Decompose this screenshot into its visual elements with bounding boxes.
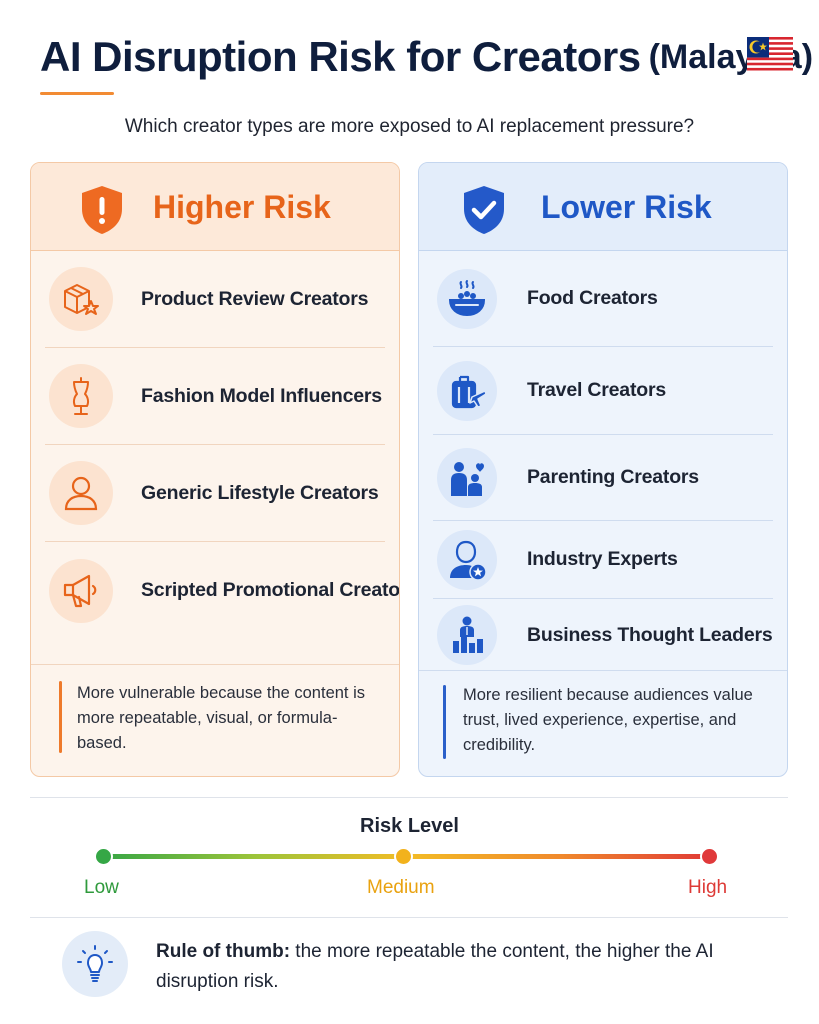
icon-badge	[437, 360, 497, 421]
item-label: Parenting Creators	[527, 466, 699, 488]
higher-risk-header: Higher Risk	[31, 163, 399, 251]
icon-badge	[49, 558, 113, 623]
parent-child-icon	[451, 461, 484, 496]
risk-label-high: High	[688, 877, 728, 898]
list-item: Scripted Promotional Creators	[45, 542, 399, 639]
person-icon	[64, 476, 98, 511]
section-divider	[30, 917, 788, 918]
mannequin-icon	[72, 377, 90, 415]
lower-risk-header: Lower Risk	[419, 163, 787, 251]
box-star-icon	[64, 284, 99, 315]
icon-badge	[49, 267, 113, 331]
warning-shield-icon	[82, 186, 122, 234]
list-item: Business Thought Leaders	[433, 599, 773, 671]
icon-badge	[437, 529, 497, 590]
icon-badge	[49, 364, 113, 428]
item-label: Business Thought Leaders	[527, 623, 773, 646]
leader-chart-icon	[453, 616, 483, 653]
list-item: Parenting Creators	[433, 435, 773, 521]
page-title: AI Disruption Risk for Creators	[40, 33, 641, 80]
list-item: Food Creators	[433, 251, 773, 347]
risk-dot-high	[700, 847, 719, 866]
lower-risk-note: More resilient because audiences value t…	[463, 686, 753, 754]
higher-risk-list: Product Review Creators Fashion Model In…	[45, 251, 399, 639]
icon-badge	[437, 268, 497, 329]
item-label: Fashion Model Influencers	[141, 384, 382, 407]
risk-dot-low	[94, 847, 113, 866]
item-label: Product Review Creators	[141, 287, 369, 310]
list-item: Travel Creators	[433, 347, 773, 435]
luggage-plane-icon	[451, 375, 487, 408]
check-shield-icon	[464, 186, 504, 234]
note-accent-bar	[59, 681, 62, 753]
lower-risk-list: Food Creators Travel Creators	[433, 251, 773, 671]
item-label: Travel Creators	[527, 379, 666, 401]
icon-badge	[437, 447, 497, 508]
risk-label-medium: Medium	[367, 877, 435, 898]
rule-text: the more repeatable the content, the hig…	[156, 941, 714, 992]
item-label: Scripted Promotional Creators	[141, 579, 400, 601]
page-header: AI Disruption Risk for Creators (Malaysi…	[40, 28, 813, 86]
list-item: Product Review Creators	[45, 251, 385, 348]
item-label: Generic Lifestyle Creators	[141, 481, 379, 504]
rule-lead: Rule of thumb:	[156, 941, 291, 962]
lower-risk-title: Lower Risk	[541, 189, 712, 225]
risk-dot-medium	[394, 847, 413, 866]
lightbulb-icon	[77, 945, 113, 982]
page-subtitle: Which creator types are more exposed to …	[124, 116, 695, 137]
higher-risk-note: More vulnerable because the content is m…	[77, 684, 366, 752]
item-label: Industry Experts	[527, 548, 678, 570]
icon-badge	[437, 605, 497, 665]
higher-risk-title: Higher Risk	[153, 189, 331, 225]
tip-badge	[62, 931, 128, 997]
section-divider	[30, 797, 788, 798]
risk-label-low: Low	[84, 877, 119, 898]
lower-risk-panel: Lower Risk Food Creators	[418, 162, 788, 777]
lower-risk-note-box: More resilient because audiences value t…	[419, 670, 787, 776]
megaphone-icon	[63, 574, 97, 607]
higher-risk-note-box: More vulnerable because the content is m…	[31, 664, 399, 776]
risk-level-title: Risk Level	[360, 815, 459, 837]
food-bowl-icon	[448, 279, 486, 316]
rule-of-thumb: Rule of thumb: the more repeatable the c…	[156, 937, 756, 997]
malaysia-flag-icon	[747, 37, 793, 73]
higher-risk-panel: Higher Risk Product Review Creators	[30, 162, 400, 777]
note-accent-bar	[443, 685, 446, 759]
list-item: Industry Experts	[433, 521, 773, 599]
item-label: Food Creators	[527, 287, 658, 309]
icon-badge	[49, 461, 113, 525]
expert-badge-icon	[450, 540, 487, 581]
title-underline	[40, 92, 114, 95]
list-item: Generic Lifestyle Creators	[45, 445, 385, 542]
list-item: Fashion Model Influencers	[45, 348, 385, 445]
